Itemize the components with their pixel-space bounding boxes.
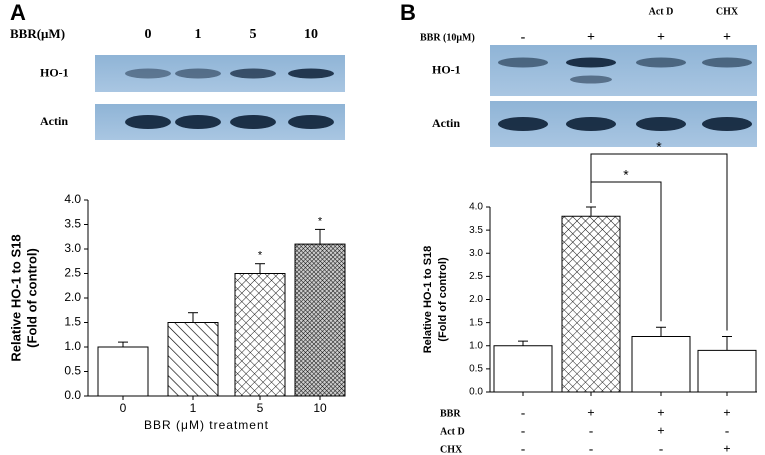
y-tick-label: 4.0: [469, 202, 483, 213]
lane-header: Act D: [649, 6, 674, 17]
x-axis-label: BBR (μM) treatment: [144, 418, 269, 432]
lane-label: 1: [195, 27, 202, 42]
blot-row-label: HO-1: [432, 62, 461, 76]
lane-label: 10: [304, 27, 318, 42]
condition-label: BBR(μM): [10, 26, 65, 41]
y-axis-label: Relative HO-1 to S18: [8, 234, 23, 361]
lane-label: +: [587, 30, 595, 45]
blot-band: [288, 115, 334, 129]
y-tick-label: 3.5: [64, 217, 81, 231]
condition-sign: -: [659, 441, 663, 455]
blot-row-label: Actin: [40, 114, 68, 128]
condition-sign: -: [725, 423, 729, 438]
comparison-label: *: [623, 167, 629, 183]
lane-label: 5: [250, 27, 257, 42]
bar: [294, 243, 346, 397]
condition-sign: +: [723, 405, 730, 420]
blot-image: [490, 45, 757, 96]
lane-label: -: [521, 30, 526, 45]
y-tick-label: 2.0: [64, 290, 81, 304]
y-tick-label: 1.5: [469, 317, 483, 328]
condition-name: Act D: [440, 426, 465, 437]
x-tick-label: 1: [190, 401, 197, 415]
y-tick-label: 3.0: [469, 248, 483, 259]
lane-label: +: [723, 30, 731, 45]
y-tick-label: 4.0: [64, 192, 81, 206]
condition-sign: +: [657, 423, 664, 438]
y-tick-label: 2.5: [64, 266, 81, 280]
blot-band: [702, 117, 752, 131]
blot-band: [566, 117, 616, 131]
y-tick-label: 0.0: [469, 387, 483, 398]
y-axis-label: Relative HO-1 to S18: [422, 246, 434, 354]
comparison-bracket: [590, 153, 728, 331]
bar: [167, 322, 219, 397]
y-tick-label: 0.0: [64, 388, 81, 402]
condition-sign: +: [723, 441, 730, 455]
condition-label: BBR (10μM): [420, 32, 475, 43]
x-tick-label: 0: [120, 401, 127, 415]
y-tick-label: 1.5: [64, 315, 81, 329]
bar: [631, 336, 691, 393]
condition-sign: -: [521, 405, 525, 420]
blot-row-label: Actin: [432, 116, 460, 130]
lane-header: CHX: [716, 6, 739, 17]
y-tick-label: 0.5: [64, 364, 81, 378]
panel-label: B: [400, 0, 416, 25]
y-axis-label: (Fold of control): [437, 257, 449, 342]
bar: [97, 346, 149, 397]
blot-band: [230, 115, 276, 129]
condition-name: CHX: [440, 444, 463, 455]
condition-sign: +: [657, 405, 664, 420]
bar: [697, 349, 757, 393]
blot-band: [498, 117, 548, 131]
significance-marker: *: [258, 250, 263, 262]
y-tick-label: 2.0: [469, 294, 483, 305]
panel-label: A: [10, 0, 26, 25]
condition-sign: -: [589, 423, 593, 438]
y-tick-label: 1.0: [469, 340, 483, 351]
y-tick-label: 2.5: [469, 271, 483, 282]
blot-band: [288, 68, 334, 79]
blot-row-label: HO-1: [40, 65, 69, 79]
blot-band: [230, 68, 276, 79]
condition-sign: -: [589, 441, 593, 455]
blot-band: [636, 117, 686, 131]
blot-band: [570, 75, 612, 84]
y-tick-label: 3.0: [64, 241, 81, 255]
blot-band: [566, 57, 616, 68]
blot-band: [702, 57, 752, 68]
blot-band: [498, 57, 548, 68]
condition-name: BBR: [440, 408, 461, 419]
y-tick-label: 0.5: [469, 364, 483, 375]
condition-sign: +: [587, 405, 594, 420]
blot-band: [636, 57, 686, 68]
bar: [493, 345, 553, 393]
lane-label: 0: [145, 27, 152, 42]
blot-band: [125, 115, 171, 129]
y-axis-label: (Fold of control): [24, 248, 39, 348]
condition-sign: -: [521, 423, 525, 438]
x-tick-label: 10: [313, 401, 327, 415]
lane-label: +: [657, 30, 665, 45]
x-tick-label: 5: [257, 401, 264, 415]
blot-band: [125, 68, 171, 79]
y-tick-label: 3.5: [469, 225, 483, 236]
significance-marker: *: [318, 215, 323, 227]
blot-band: [175, 115, 221, 129]
condition-sign: -: [521, 441, 525, 455]
comparison-label: *: [656, 139, 662, 155]
blot-band: [175, 68, 221, 79]
bar: [234, 273, 286, 397]
bar: [561, 215, 621, 393]
y-tick-label: 1.0: [64, 339, 81, 353]
